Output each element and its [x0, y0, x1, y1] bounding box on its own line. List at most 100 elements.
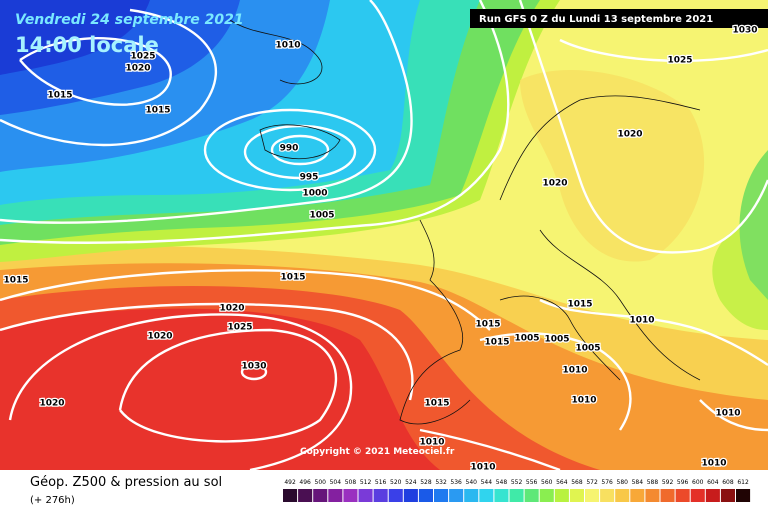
isobar-label: 1015: [280, 273, 305, 283]
isobar-label: 1005: [514, 334, 539, 344]
isobar-label: 1005: [575, 344, 600, 354]
map-field: [0, 0, 768, 470]
legend-label: 496: [299, 479, 311, 486]
isobar-label: 1015: [424, 399, 449, 409]
isobar-label: 1010: [701, 459, 726, 469]
legend-swatch: [328, 489, 343, 502]
legend-swatch: [298, 489, 313, 502]
legend-swatch: [509, 489, 524, 502]
isobar-label: 1010: [715, 409, 740, 419]
legend-label: 612: [737, 479, 749, 486]
legend-swatch: [645, 489, 660, 502]
legend-label: 600: [692, 479, 704, 486]
isobar-label: 1020: [219, 304, 244, 314]
isobar-label: 1025: [227, 323, 252, 333]
isobar-label: 1020: [617, 130, 642, 140]
legend-swatch: [343, 489, 358, 502]
isobar-label: 1005: [309, 211, 334, 221]
legend-label: 500: [315, 479, 327, 486]
isobar-label: 1015: [567, 300, 592, 310]
legend-swatch: [358, 489, 373, 502]
isobar-label: 1015: [145, 106, 170, 116]
legend-label: 556: [526, 479, 538, 486]
legend-swatch: [464, 489, 479, 502]
isobar-label: 1030: [732, 26, 757, 36]
legend-label: 520: [390, 479, 402, 486]
legend-swatch: [690, 489, 705, 502]
legend-label: 516: [375, 479, 387, 486]
isobar-label: 1010: [275, 41, 300, 51]
isobar-label: 1015: [484, 338, 509, 348]
legend-label: 508: [345, 479, 357, 486]
legend-label: 572: [586, 479, 598, 486]
legend-label: 524: [405, 479, 417, 486]
legend-label: 528: [420, 479, 432, 486]
legend-label: 584: [632, 479, 644, 486]
legend-label: 504: [330, 479, 342, 486]
legend-swatch: [705, 489, 720, 502]
legend-swatch: [585, 489, 600, 502]
legend-label: 548: [496, 479, 508, 486]
isobar-label: 1010: [562, 366, 587, 376]
isobar-label: 1015: [475, 320, 500, 330]
legend-swatch: [283, 489, 298, 502]
legend-label: 552: [511, 479, 523, 486]
legend-label: 544: [481, 479, 493, 486]
valid-date: Vendredi 24 septembre 2021: [15, 12, 244, 28]
run-banner: [470, 9, 768, 28]
isobar-label: 995: [300, 173, 319, 183]
legend-label: 588: [647, 479, 659, 486]
isobar-label: 1020: [39, 399, 64, 409]
legend-label: 564: [556, 479, 568, 486]
isobar-label: 1010: [419, 438, 444, 448]
legend-label: 512: [360, 479, 372, 486]
legend-label: 580: [617, 479, 629, 486]
legend-swatch: [388, 489, 403, 502]
legend-swatch: [418, 489, 433, 502]
legend-swatch: [373, 489, 388, 502]
isobar-label: 1025: [667, 56, 692, 66]
legend-label: 576: [601, 479, 613, 486]
legend-label: 540: [466, 479, 478, 486]
legend-swatch: [736, 489, 751, 502]
isobar-label: 1010: [629, 316, 654, 326]
run-info: Run GFS 0 Z du Lundi 13 septembre 2021: [479, 14, 713, 25]
isobar-label: 1015: [3, 276, 28, 286]
isobar-label: 1010: [571, 396, 596, 406]
valid-time: 14:00 locale: [15, 33, 159, 57]
isobar-label: 1020: [147, 332, 172, 342]
footer-title: Géop. Z500 & pression au sol: [30, 475, 222, 490]
isobar-labels: 1010 1025 1020 1015 1015 990 995 1000 10…: [2, 24, 759, 474]
footer-lead: (+ 276h): [30, 495, 75, 506]
legend-swatch: [569, 489, 584, 502]
isobar-label: 1020: [125, 64, 150, 74]
legend-label: 592: [662, 479, 674, 486]
legend-label: 608: [722, 479, 734, 486]
legend-label: 596: [677, 479, 689, 486]
legend-swatch: [434, 489, 449, 502]
legend-swatch: [524, 489, 539, 502]
legend-swatch: [554, 489, 569, 502]
isobar-label: 1015: [47, 91, 72, 101]
legend-swatch: [403, 489, 418, 502]
isobar-label: 1030: [241, 362, 266, 372]
legend-swatch: [615, 489, 630, 502]
legend-swatch: [720, 489, 735, 502]
isobar-label: 1000: [302, 189, 327, 199]
legend-swatch: [600, 489, 615, 502]
legend-swatch: [675, 489, 690, 502]
legend-label: 492: [284, 479, 296, 486]
legend-swatch: [539, 489, 554, 502]
legend-swatch: [313, 489, 328, 502]
legend-swatch: [494, 489, 509, 502]
legend-label: 536: [450, 479, 462, 486]
isobar-label: 1005: [544, 335, 569, 345]
legend-swatch: [630, 489, 645, 502]
legend-swatch: [660, 489, 675, 502]
legend-label: 532: [435, 479, 447, 486]
legend-label: 604: [707, 479, 719, 486]
isobar-label: 990: [280, 144, 299, 154]
legend-label: 560: [541, 479, 553, 486]
legend-swatch: [449, 489, 464, 502]
